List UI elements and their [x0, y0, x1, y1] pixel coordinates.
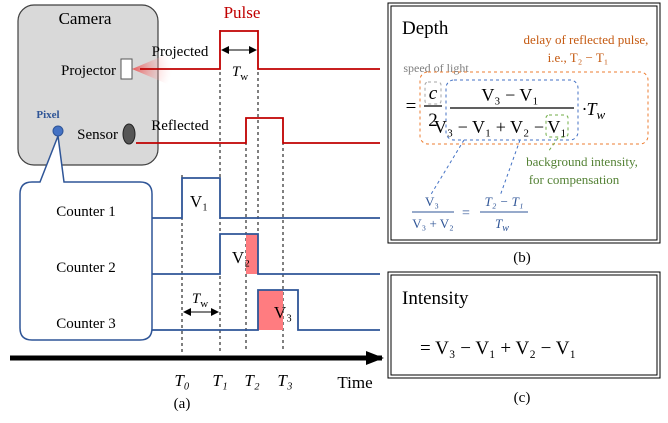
camera-label: Camera [59, 9, 112, 28]
projected-label: Projected [152, 44, 209, 60]
formula-c: c [429, 83, 438, 104]
formula-denominator-last: V₁ [547, 117, 566, 137]
rhs-sub: w [502, 223, 509, 234]
depth-title: Depth [402, 18, 449, 39]
page: { "panel_a": { "camera": "Camera", "puls… [0, 0, 668, 418]
counter-1-signal [152, 178, 380, 218]
counter-value: V₃ [274, 303, 292, 322]
factor-sub: w [597, 107, 606, 122]
background-note: for compensation [529, 172, 620, 187]
ratio-equals: = [462, 206, 470, 221]
projector-lens [121, 59, 132, 79]
pixel-dot [53, 126, 63, 136]
time-label: T₁ [212, 371, 227, 390]
pulse-label: Pulse [224, 3, 261, 22]
sensor-label: Sensor [77, 127, 118, 143]
delay-note: delay of reflected pulse, [524, 32, 649, 47]
pixel-label: Pixel [36, 109, 59, 121]
tw-sub: w [200, 298, 208, 310]
counter-label: Counter 2 [56, 260, 116, 276]
formula-denominator: V₃ − V₁ + V₂ − [434, 117, 544, 137]
caption: (b) [513, 250, 531, 266]
time-label: T₃ [277, 371, 292, 390]
speed-note: speed of light [403, 61, 469, 75]
intensity-title: Intensity [402, 288, 469, 309]
ratio-rhs-numerator: T₂ − T₁ [485, 194, 524, 209]
intensity-formula: = V₃ − V₁ + V₂ − V₁ [420, 338, 576, 359]
diagram: Camera Projector Pixel Sensor Counter 1 … [0, 0, 668, 418]
caption: (c) [514, 390, 531, 406]
tw-sub: w [240, 71, 248, 83]
sensor-lens [123, 124, 135, 144]
projector-label: Projector [61, 63, 116, 79]
counter-value: V₂ [232, 248, 250, 267]
background-note: background intensity, [526, 154, 638, 169]
time-label: T₀ [174, 371, 189, 390]
ratio-denominator: V₃ + V₂ [412, 216, 453, 231]
time-axis-label: Time [337, 373, 372, 392]
ratio-numerator: V₃ [425, 194, 439, 209]
formula-equals: = [406, 96, 417, 117]
tw-counter-label: Tw [192, 291, 208, 310]
counter-label: Counter 3 [56, 316, 116, 332]
reflected-label: Reflected [151, 118, 209, 134]
tw-top-label: Tw [232, 64, 248, 83]
formula-numerator: V₃ − V₁ [481, 85, 538, 105]
time-label: T₂ [244, 371, 259, 390]
counter-2-signal [152, 234, 380, 274]
pixel-callout [20, 136, 152, 340]
caption: (a) [174, 396, 191, 412]
delay-note: i.e., T₂ − T₁ [548, 50, 609, 65]
counter-label: Counter 1 [56, 204, 116, 220]
counter-value: V₁ [190, 192, 208, 211]
